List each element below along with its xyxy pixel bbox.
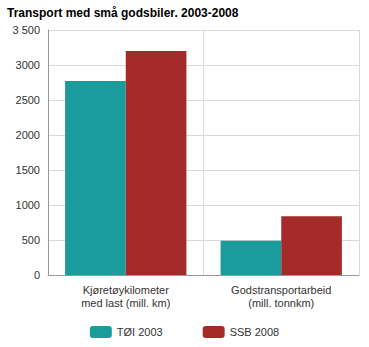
- svg-text:med last (mill. km): med last (mill. km): [81, 297, 170, 309]
- svg-text:TØI 2003: TØI 2003: [117, 326, 163, 338]
- svg-text:500: 500: [22, 234, 40, 246]
- svg-text:Kjøretøykilometer: Kjøretøykilometer: [83, 284, 170, 296]
- svg-text:0: 0: [34, 269, 40, 281]
- svg-text:1000: 1000: [16, 199, 40, 211]
- svg-text:2000: 2000: [16, 129, 40, 141]
- svg-text:Godstransportarbeid: Godstransportarbeid: [231, 284, 331, 296]
- svg-text:SSB 2008: SSB 2008: [230, 326, 280, 338]
- svg-text:2500: 2500: [16, 94, 40, 106]
- svg-text:(mill. tonnkm): (mill. tonnkm): [248, 297, 314, 309]
- svg-text:Transport med små godsbiler. 2: Transport med små godsbiler. 2003-2008: [7, 6, 239, 20]
- svg-text:3 500: 3 500: [12, 24, 40, 36]
- svg-text:3000: 3000: [16, 59, 40, 71]
- svg-text:1500: 1500: [16, 164, 40, 176]
